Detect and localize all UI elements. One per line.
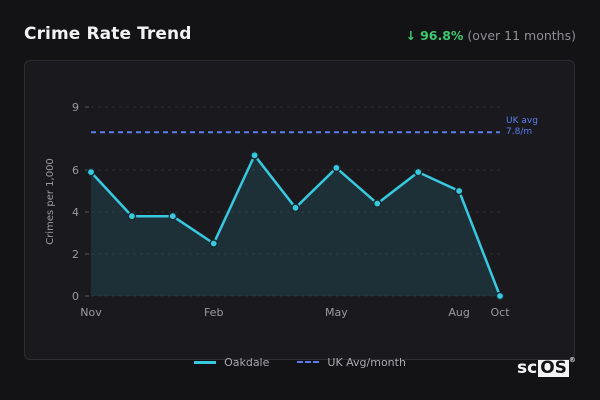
page-title: Crime Rate Trend — [24, 24, 192, 44]
legend-swatch-solid — [194, 360, 217, 364]
legend-swatch-dashed — [297, 361, 320, 363]
y-tick-label: 4 — [72, 206, 79, 219]
chart-legend: Oakdale UK Avg/month — [0, 355, 600, 369]
y-tick-label: 2 — [72, 248, 79, 261]
change-percent: 96.8% — [420, 28, 464, 43]
down-arrow-icon: ↓ — [405, 28, 417, 43]
reference-line-label: UK avg — [506, 116, 538, 126]
data-point — [413, 167, 423, 177]
brand-logo: sc OS ® — [517, 356, 576, 378]
legend-item-series[interactable]: Oakdale — [194, 356, 269, 369]
x-tick-label: Aug — [448, 306, 469, 319]
chart-card — [24, 60, 575, 360]
legend-label-reference: UK Avg/month — [327, 355, 406, 369]
legend-item-reference[interactable]: UK Avg/month — [297, 356, 406, 369]
change-summary: ↓ 96.8% (over 11 months) — [406, 28, 576, 43]
y-axis-label: Crimes per 1,000 — [45, 158, 56, 245]
change-period: (over 11 months) — [467, 28, 576, 43]
data-point — [86, 167, 96, 177]
data-point — [168, 211, 178, 221]
y-tick-label: 9 — [72, 101, 79, 114]
legend-label-series: Oakdale — [224, 355, 270, 369]
y-tick-label: 6 — [72, 164, 79, 177]
x-tick-label: Nov — [80, 306, 102, 319]
data-point — [127, 211, 137, 221]
data-point — [209, 239, 218, 248]
series-area — [91, 155, 500, 296]
y-tick-label: 0 — [72, 290, 79, 303]
data-point — [250, 150, 259, 160]
data-point — [454, 186, 464, 196]
data-point — [495, 291, 505, 301]
reference-line-label: 7.8/m — [506, 127, 532, 137]
x-tick-label: Feb — [204, 306, 223, 319]
data-point — [332, 163, 341, 173]
data-point — [291, 203, 300, 213]
x-tick-label: Oct — [490, 306, 510, 319]
data-point — [372, 199, 382, 208]
x-tick-label: May — [325, 306, 348, 319]
